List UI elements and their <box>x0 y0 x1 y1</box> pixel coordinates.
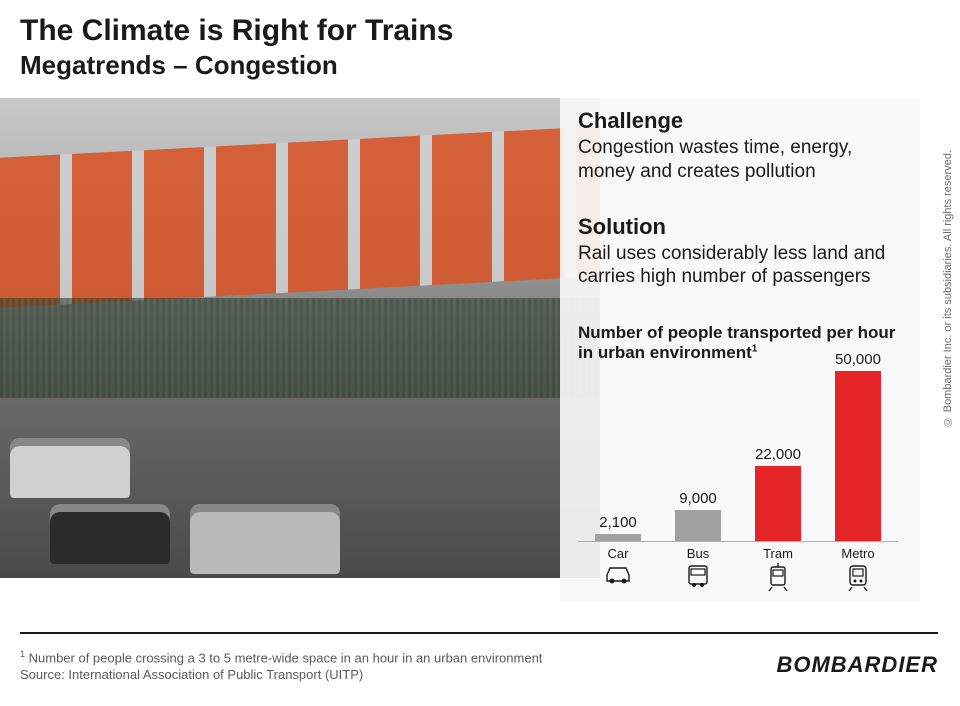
chart-x-axis: CarBusTramMetro <box>578 542 898 561</box>
copyright-text: © Bombardier Inc. or its subsidiaries. A… <box>942 150 954 427</box>
chart-bar: 50,000 <box>835 371 881 541</box>
chart-x-label: Metro <box>818 542 898 561</box>
chart-bar-value: 50,000 <box>835 351 881 368</box>
chart-bar: 22,000 <box>755 466 801 541</box>
page-subtitle: Megatrends – Congestion <box>20 50 940 81</box>
transport-bar-chart: 2,100 9,000 22,000 50,000 <box>578 372 898 542</box>
footer-rule <box>20 632 938 634</box>
content-panel: Challenge Congestion wastes time, energy… <box>560 98 920 601</box>
chart-x-label: Tram <box>738 542 818 561</box>
solution-text: Rail uses considerably less land and car… <box>578 242 908 290</box>
footnotes: 1 Number of people crossing a 3 to 5 met… <box>20 649 780 684</box>
bus-icon <box>658 563 738 591</box>
chart-icon-row <box>578 563 898 591</box>
hero-photo <box>0 98 600 578</box>
title-block: The Climate is Right for Trains Megatren… <box>0 0 960 87</box>
footnote-line: 1 Number of people crossing a 3 to 5 met… <box>20 649 780 667</box>
bombardier-logo: BOMBARDIER <box>776 652 938 678</box>
metro-icon <box>818 563 898 591</box>
challenge-heading: Challenge <box>578 108 908 134</box>
chart-x-label: Car <box>578 542 658 561</box>
footnote-text: Number of people crossing a 3 to 5 metre… <box>25 650 542 665</box>
solution-block: Solution Rail uses considerably less lan… <box>578 214 908 290</box>
chart-bar: 2,100 <box>595 534 641 541</box>
solution-heading: Solution <box>578 214 908 240</box>
car-shape <box>50 504 170 564</box>
page-title: The Climate is Right for Trains <box>20 14 940 48</box>
chart-bar-value: 2,100 <box>599 514 637 531</box>
chart-footnote-marker: 1 <box>752 344 758 355</box>
challenge-block: Challenge Congestion wastes time, energy… <box>578 108 908 184</box>
challenge-text: Congestion wastes time, energy, money an… <box>578 136 908 184</box>
chart-bar: 9,000 <box>675 510 721 541</box>
chart-x-label: Bus <box>658 542 738 561</box>
chart-bar-value: 22,000 <box>755 446 801 463</box>
car-shape <box>10 438 130 498</box>
chart-bar-value: 9,000 <box>679 490 717 507</box>
car-icon <box>578 563 658 591</box>
source-line: Source: International Association of Pub… <box>20 667 780 684</box>
car-shape <box>190 504 340 574</box>
tram-icon <box>738 563 818 591</box>
